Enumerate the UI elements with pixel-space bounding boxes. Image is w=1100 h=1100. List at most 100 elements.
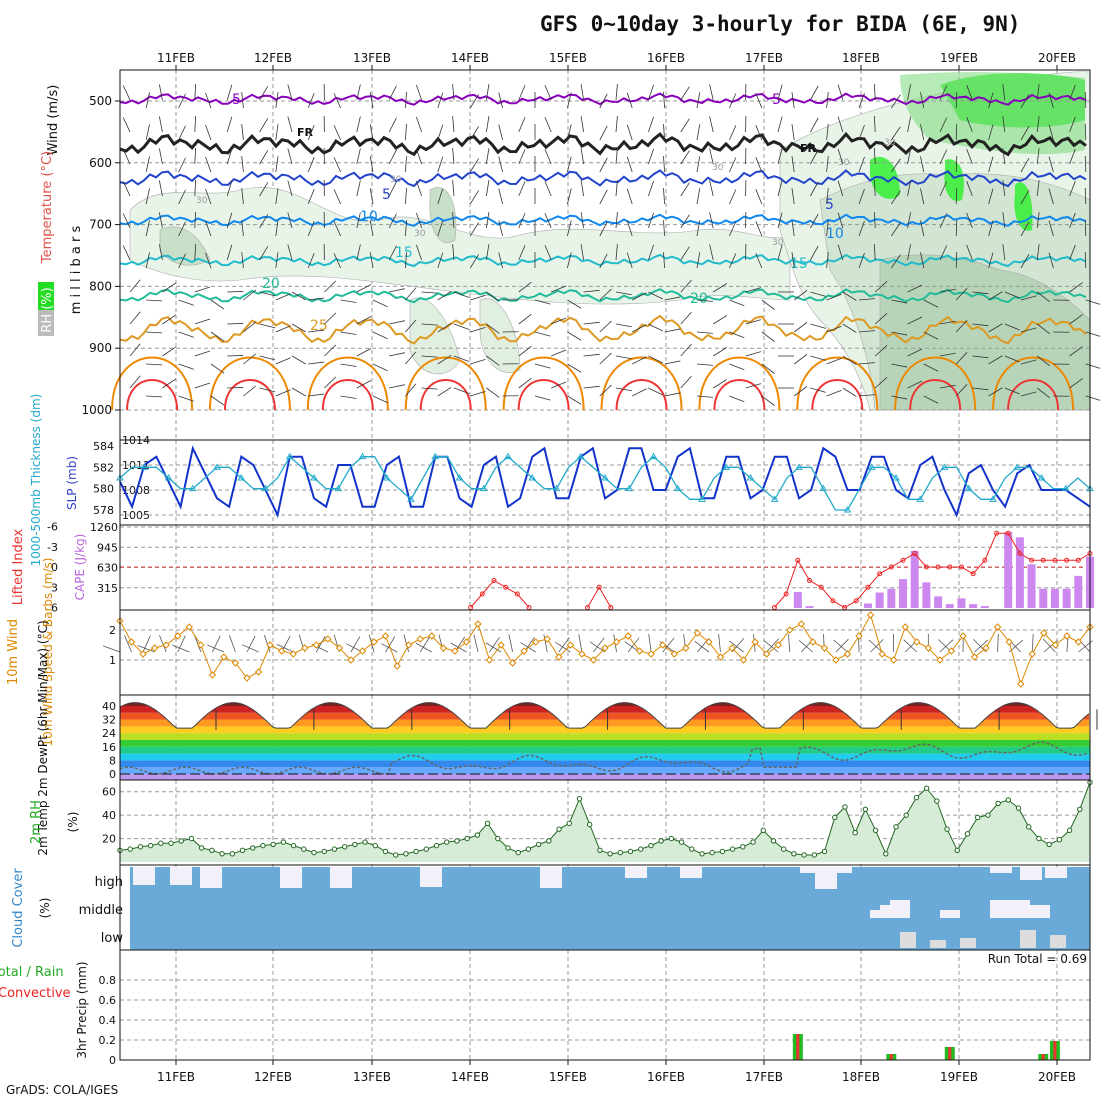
cape-bar — [805, 606, 814, 608]
wind-barb — [955, 384, 968, 397]
wind-barb — [939, 149, 948, 165]
wind-barb — [907, 212, 912, 229]
wind10m-barb — [263, 634, 271, 653]
wind-barb — [287, 212, 293, 229]
wind-barb — [583, 321, 600, 325]
wind10m-speed-marker — [855, 632, 863, 640]
wind-barb — [1020, 295, 1037, 301]
wind10m-speed-marker — [843, 650, 852, 658]
wind-barb — [842, 387, 857, 397]
wind10m-speed-marker — [289, 650, 297, 658]
wind-barb — [837, 116, 844, 133]
wind-barb — [745, 383, 762, 389]
wind10m-speed-marker — [462, 638, 471, 646]
isotherm-bulb-hot — [1007, 379, 1060, 411]
wind-barb — [486, 148, 490, 165]
isotherm-line — [119, 253, 1087, 268]
date-label-top: 11FEB — [157, 51, 195, 65]
rh-point — [1066, 827, 1073, 834]
rh-point — [413, 848, 419, 855]
rh-point — [168, 840, 174, 846]
rh-point — [362, 839, 368, 845]
precip-conv-bar — [889, 1054, 893, 1060]
li-point — [526, 605, 532, 610]
wind10m-speed-marker — [277, 647, 286, 655]
thickness-marker — [552, 484, 561, 492]
isotherm-label: 10 — [360, 209, 378, 225]
wind-barb — [469, 254, 480, 269]
temp-tick-label: 16 — [102, 741, 116, 754]
wind-barb — [810, 117, 819, 133]
rh-tick-label: 20 — [102, 833, 116, 846]
wind-barb — [858, 252, 865, 269]
wind-barb — [437, 92, 444, 109]
wind-barb — [891, 158, 901, 173]
cloud-middle-bar — [890, 900, 910, 918]
wind-barb — [874, 344, 888, 357]
wind-barb — [356, 148, 361, 165]
li-point — [877, 571, 883, 577]
li-line — [470, 579, 530, 608]
wind-barb — [729, 157, 737, 173]
wind-barb — [469, 158, 480, 173]
wind10m-speed-marker — [243, 674, 251, 682]
wind-barb — [745, 287, 762, 293]
wind-barb — [712, 283, 727, 293]
wind-barb — [891, 190, 901, 205]
wind-barb — [923, 299, 939, 308]
cape-bar — [910, 550, 919, 608]
wind-barb — [709, 244, 714, 261]
wind10m-barb — [555, 641, 571, 653]
rh-point — [617, 849, 624, 856]
rh-point — [1005, 797, 1012, 803]
isotherm-bulb — [600, 356, 683, 411]
wind-barb — [709, 212, 714, 229]
wind-barb — [486, 244, 490, 261]
wind-barb — [907, 116, 912, 133]
wind-barb — [826, 124, 829, 141]
wind10m-barb — [124, 635, 132, 653]
wind-barb — [437, 322, 452, 333]
wind-barb — [453, 355, 470, 362]
wind-barb — [709, 148, 714, 165]
wind-barb — [388, 181, 397, 197]
wind-barb — [923, 395, 939, 404]
wind-barb — [226, 180, 233, 197]
isotherm-bulb-hot — [713, 379, 766, 411]
wind-barb — [696, 124, 701, 141]
thickness-marker — [819, 484, 828, 492]
rh-point — [811, 852, 818, 858]
wind10m-speed-marker — [1005, 638, 1013, 646]
cloud-high-bar — [133, 867, 155, 885]
wind-barb — [696, 395, 713, 398]
wind-barb — [421, 355, 438, 358]
wind-barb — [356, 348, 372, 357]
wind-barb — [1036, 148, 1040, 165]
wind10m-barb — [246, 635, 256, 653]
rh-point — [791, 851, 797, 857]
wind-barb — [146, 331, 163, 334]
isotherm-line — [119, 213, 1087, 227]
wind-barb — [372, 363, 388, 372]
wind10m-speed-marker — [555, 653, 563, 661]
wind-barb — [599, 320, 612, 333]
wind-barb — [178, 331, 194, 338]
wind-barb — [1020, 189, 1030, 205]
li-point — [818, 584, 824, 590]
wind-barb — [470, 326, 486, 333]
wind10m-speed-marker — [1028, 650, 1036, 658]
wind-barb — [307, 253, 315, 269]
wind10m-speed-marker — [589, 656, 598, 664]
wind-barb — [755, 253, 763, 269]
rh-legend-swatch-high — [38, 282, 54, 310]
wind-barb — [307, 157, 315, 173]
wind10m-barb — [835, 638, 849, 653]
isotherm-bulb — [208, 356, 291, 411]
li-point — [807, 578, 813, 583]
wind-barb — [626, 220, 633, 237]
wind-barb — [145, 252, 150, 269]
wind-barb — [567, 156, 572, 173]
wind-barb — [129, 375, 141, 389]
li-point — [795, 557, 801, 563]
